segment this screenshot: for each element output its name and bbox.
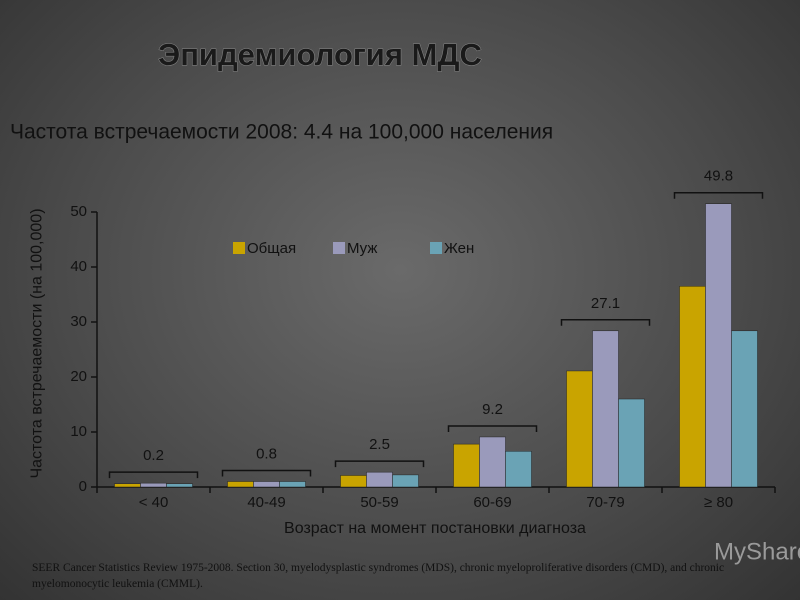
- legend-label: Жен: [444, 240, 474, 257]
- x-tick-label: 40-49: [247, 494, 285, 511]
- bracket: [108, 471, 199, 479]
- bracket: [334, 460, 425, 468]
- watermark: MyShared: [714, 538, 800, 565]
- annotation: 0.2: [143, 447, 164, 464]
- chart-title: Эпидемиология МДС: [158, 37, 482, 72]
- bar: [453, 443, 480, 488]
- x-tick-label: 70-79: [586, 494, 624, 511]
- bracket: [673, 192, 764, 199]
- annotation: 0.8: [256, 445, 277, 462]
- legend-swatch: [233, 242, 245, 254]
- bar: [114, 483, 141, 488]
- y-tick-label: 20: [70, 368, 87, 385]
- bar: [279, 481, 306, 488]
- legend-swatch: [333, 242, 345, 254]
- x-tick-label: 50-59: [360, 494, 398, 511]
- chart-subtitle: Частота встречаемости 2008: 4.4 на 100,0…: [10, 121, 553, 144]
- bar: [705, 203, 732, 488]
- y-tick-label: 40: [70, 258, 87, 275]
- bar: [366, 471, 393, 488]
- x-tick-label: ≥ 80: [704, 494, 733, 511]
- bar: [253, 481, 280, 488]
- x-tick-label: < 40: [139, 494, 169, 511]
- y-tick-label: 50: [70, 203, 87, 220]
- footnote: SEER Cancer Statistics Review 1975-2008.…: [32, 562, 725, 590]
- annotation: 9.2: [482, 401, 503, 418]
- legend-label: Общая: [247, 240, 296, 257]
- y-tick-label: 0: [79, 478, 87, 495]
- bar: [479, 436, 506, 488]
- x-axis-label: Возраст на момент постановки диагноза: [284, 520, 586, 537]
- bar: [618, 398, 645, 488]
- legend-label: Муж: [347, 240, 377, 257]
- bar: [392, 474, 419, 488]
- y-tick-label: 10: [70, 423, 87, 440]
- bar: [679, 286, 706, 488]
- bracket: [560, 319, 651, 326]
- x-tick-label: 60-69: [473, 494, 511, 511]
- annotation: 2.5: [369, 436, 390, 453]
- bar: [166, 483, 193, 488]
- annotation: 27.1: [591, 295, 620, 312]
- legend-swatch: [430, 242, 442, 254]
- y-tick-label: 30: [70, 313, 87, 330]
- bar: [731, 330, 758, 488]
- bar: [566, 370, 593, 488]
- bracket: [221, 469, 312, 477]
- bar: [340, 475, 367, 488]
- bar: [227, 481, 254, 488]
- bar: [505, 451, 532, 488]
- bar: [140, 482, 167, 488]
- y-axis-label: Частота встречаемости (на 100,000): [28, 208, 46, 479]
- annotation: 49.8: [704, 168, 733, 185]
- bracket: [447, 425, 538, 432]
- bar: [592, 330, 619, 488]
